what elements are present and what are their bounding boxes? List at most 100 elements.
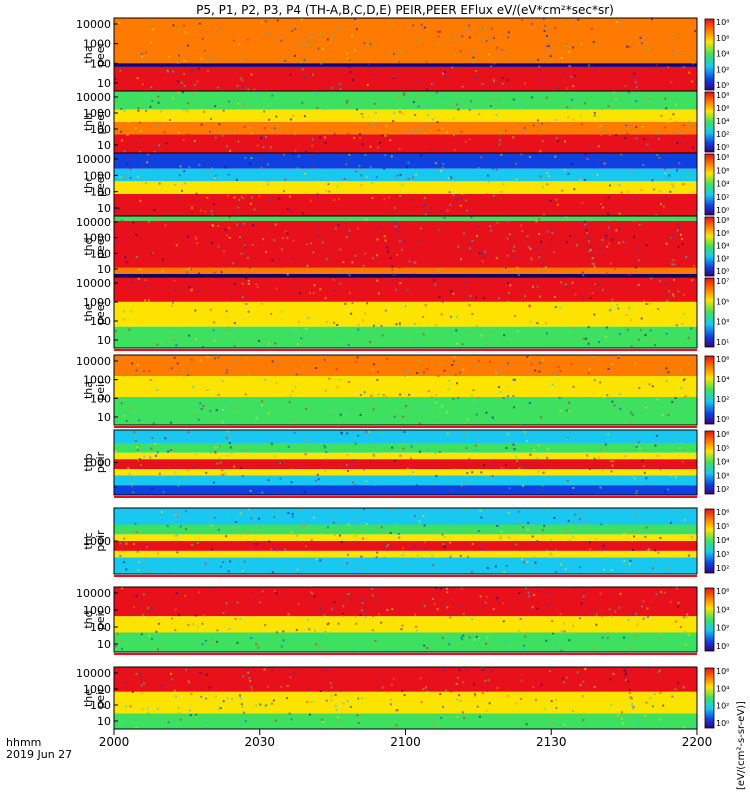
spectrogram-pixel (120, 183, 123, 186)
spectrogram-pixel (241, 449, 244, 452)
spectrogram-pixel (675, 262, 678, 265)
spectrogram-pixel (135, 672, 138, 675)
spectrogram-pixel (591, 291, 594, 294)
spectrogram-pixel (387, 250, 390, 253)
spectrogram-pixel (635, 137, 638, 140)
spectrogram-pixel (600, 448, 603, 451)
spectrogram-pixel (401, 553, 404, 556)
spectrogram-pixel (453, 134, 455, 137)
spectrogram-pixel (452, 552, 454, 555)
spectrogram-pixel (134, 127, 137, 130)
spectrogram-pixel (585, 337, 588, 340)
spectrogram-pixel (642, 726, 645, 729)
spectrogram-pixel (572, 710, 575, 712)
spectrogram-pixel (278, 197, 281, 200)
spectrogram-pixel (457, 108, 460, 111)
spectrogram-pixel (179, 75, 182, 78)
spectrogram-pixel (336, 324, 339, 326)
spectrogram-pixel (673, 263, 676, 266)
spectrogram-pixel (116, 240, 119, 243)
spectrogram-pixel (501, 623, 504, 626)
spectrogram-pixel (453, 360, 455, 363)
spectrogram-pixel (674, 620, 677, 623)
spectrogram-pixel (190, 288, 193, 291)
spectrogram-pixel (176, 551, 179, 554)
spectrogram-band (114, 469, 697, 476)
spectrogram-pixel (170, 672, 172, 675)
spectrogram-pixel (183, 73, 186, 75)
spectrogram-pixel (396, 559, 399, 562)
spectrogram-pixel (580, 602, 583, 605)
spectrogram-pixel (634, 197, 636, 200)
spectrogram-pixel (392, 273, 395, 276)
spectrogram-pixel (398, 60, 401, 63)
spectrogram-pixel (376, 146, 379, 149)
spectrogram-pixel (412, 24, 415, 27)
spectrogram-pixel (416, 629, 419, 632)
spectrogram-pixel (230, 672, 232, 675)
spectrogram-pixel (646, 483, 649, 486)
spectrogram-pixel (569, 234, 571, 237)
spectrogram-pixel (244, 393, 247, 396)
spectrogram-pixel (342, 605, 345, 608)
spectrogram-pixel (249, 489, 252, 492)
spectrogram-pixel (437, 269, 440, 272)
spectrogram-pixel (245, 302, 248, 305)
spectrogram-pixel (645, 701, 648, 704)
spectrogram-pixel (114, 330, 117, 333)
spectrogram-pixel (381, 134, 384, 137)
spectrogram-pixel (478, 225, 481, 228)
spectrogram-pixel (574, 331, 577, 334)
spectrogram-pixel (224, 400, 227, 403)
panel-label-bottom: peer (94, 109, 107, 135)
spectrogram-pixel (560, 82, 563, 85)
spectrogram-pixel (233, 465, 236, 468)
spectrogram-pixel (286, 236, 289, 239)
spectrogram-pixel (430, 82, 433, 85)
spectrogram-pixel (450, 614, 453, 617)
spectrogram-pixel (444, 186, 447, 189)
spectrogram-pixel (194, 338, 197, 341)
spectrogram-pixel (660, 590, 662, 593)
spectrogram-pixel (484, 679, 487, 682)
spectrogram-pixel (456, 382, 459, 385)
spectrogram-pixel (445, 333, 448, 336)
spectrogram-pixel (446, 131, 449, 134)
spectrogram-pixel (236, 85, 239, 88)
spectrogram-pixel (600, 338, 603, 341)
spectrogram-pixel (245, 273, 248, 276)
spectrogram-pixel (440, 716, 443, 719)
spectrogram-pixel (160, 703, 163, 705)
spectrogram-pixel (554, 210, 557, 213)
spectrogram-pixel (408, 260, 411, 263)
spectrogram-pixel (471, 49, 474, 52)
spectrogram-pixel (161, 270, 164, 273)
spectrogram-pixel (541, 529, 544, 532)
spectrogram-pixel (485, 595, 488, 598)
spectrogram-pixel (414, 613, 417, 616)
spectrogram-pixel (346, 562, 348, 565)
spectrogram-pixel (629, 411, 632, 414)
spectrogram-pixel (257, 646, 260, 649)
spectrogram-pixel (582, 680, 585, 683)
spectrogram-pixel (379, 383, 382, 386)
spectrogram-pixel (545, 549, 548, 552)
spectrogram-pixel (397, 231, 400, 234)
spectrogram-pixel (526, 528, 529, 531)
spectrogram-pixel (323, 613, 326, 616)
spectrogram-pixel (648, 667, 650, 670)
spectrogram-pixel (234, 617, 237, 620)
spectrogram-pixel (532, 124, 535, 127)
spectrogram-pixel (144, 285, 147, 288)
spectrogram-pixel (619, 407, 622, 410)
spectrogram-pixel (338, 209, 341, 212)
spectrogram-pixel (415, 173, 417, 176)
spectrogram-pixel (521, 648, 524, 651)
spectrogram-pixel (123, 109, 126, 112)
spectrogram-pixel (280, 310, 283, 313)
spectrogram-pixel (247, 373, 250, 376)
spectrogram-pixel (503, 334, 506, 337)
spectrogram-pixel (348, 229, 351, 232)
spectrogram-pixel (635, 126, 638, 129)
